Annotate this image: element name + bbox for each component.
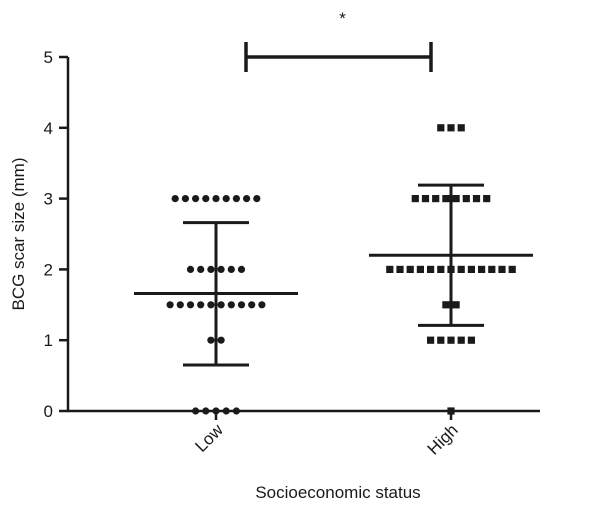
y-tick-label: 1 (44, 331, 53, 350)
data-point (488, 266, 495, 273)
data-point (468, 266, 475, 273)
data-point (223, 407, 230, 414)
data-point (233, 195, 240, 202)
significance: * (246, 9, 431, 72)
data-point (458, 337, 465, 344)
data-point (432, 195, 439, 202)
data-point (238, 301, 245, 308)
data-point (207, 337, 214, 344)
data-point (258, 301, 265, 308)
data-point (396, 266, 403, 273)
data-point (422, 195, 429, 202)
data-point (218, 301, 225, 308)
data-point (187, 266, 194, 273)
data-point (437, 266, 444, 273)
data-point (202, 195, 209, 202)
x-ticks: Low High (191, 411, 461, 459)
data-point (478, 266, 485, 273)
y-tick-label: 4 (44, 119, 53, 138)
y-tick-label: 5 (44, 48, 53, 67)
data-point (412, 195, 419, 202)
data-point (238, 266, 245, 273)
group-low (134, 195, 298, 415)
data-point (453, 195, 460, 202)
data-point (447, 337, 454, 344)
y-tick-label: 0 (44, 402, 53, 421)
data-point (218, 266, 225, 273)
data-point (386, 266, 393, 273)
data-groups (134, 124, 533, 414)
data-point (463, 195, 470, 202)
data-point (447, 407, 454, 414)
data-point (228, 266, 235, 273)
data-point (427, 266, 434, 273)
data-point (207, 266, 214, 273)
data-point (187, 301, 194, 308)
data-point (197, 266, 204, 273)
data-point (473, 195, 480, 202)
data-point (442, 195, 449, 202)
data-point (192, 195, 199, 202)
data-point (253, 195, 260, 202)
data-point (483, 195, 490, 202)
data-point (417, 266, 424, 273)
x-tick-label: High (424, 420, 462, 458)
y-tick-label: 2 (44, 260, 53, 279)
data-point (442, 301, 449, 308)
data-point (453, 301, 460, 308)
data-point (233, 407, 240, 414)
data-point (243, 195, 250, 202)
data-point (437, 124, 444, 131)
data-point (172, 195, 179, 202)
group-high (369, 124, 533, 414)
data-point (202, 407, 209, 414)
data-point (447, 124, 454, 131)
y-tick-label: 3 (44, 190, 53, 209)
data-point (437, 337, 444, 344)
axes (67, 57, 540, 412)
data-point (498, 266, 505, 273)
data-point (223, 195, 230, 202)
data-point (458, 124, 465, 131)
data-point (207, 301, 214, 308)
data-point (218, 337, 225, 344)
data-point (458, 266, 465, 273)
x-tick-label: Low (191, 420, 227, 456)
data-point (177, 301, 184, 308)
data-point (228, 301, 235, 308)
data-point (212, 195, 219, 202)
data-point (197, 301, 204, 308)
y-ticks: 0 1 2 3 4 5 (44, 48, 68, 421)
y-axis-label: BCG scar size (mm) (9, 158, 28, 311)
data-point (468, 337, 475, 344)
significance-label: * (339, 9, 346, 28)
data-point (167, 301, 174, 308)
data-point (182, 195, 189, 202)
data-point (427, 337, 434, 344)
x-axis-label: Socioeconomic status (255, 483, 420, 502)
data-point (509, 266, 516, 273)
data-point (192, 407, 199, 414)
data-point (248, 301, 255, 308)
data-point (407, 266, 414, 273)
data-point (212, 407, 219, 414)
